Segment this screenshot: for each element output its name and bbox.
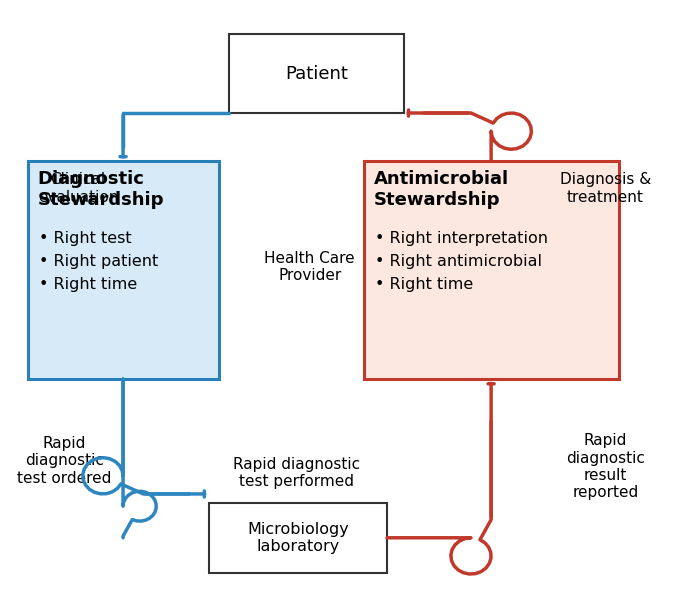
Text: Health Care
Provider: Health Care Provider (265, 251, 355, 283)
Text: Rapid
diagnostic
test ordered: Rapid diagnostic test ordered (18, 436, 112, 485)
Text: Antimicrobial
Stewardship: Antimicrobial Stewardship (373, 170, 509, 209)
Text: Clinical
evaluation: Clinical evaluation (38, 172, 118, 205)
FancyBboxPatch shape (364, 161, 619, 379)
Text: • Right interpretation
• Right antimicrobial
• Right time: • Right interpretation • Right antimicro… (375, 231, 548, 292)
FancyBboxPatch shape (209, 503, 387, 573)
FancyBboxPatch shape (28, 161, 219, 379)
Text: Patient: Patient (285, 65, 348, 83)
Text: Microbiology
laboratory: Microbiology laboratory (247, 522, 349, 554)
Text: Diagnosis &
treatment: Diagnosis & treatment (560, 172, 651, 205)
Text: • Right test
• Right patient
• Right time: • Right test • Right patient • Right tim… (39, 231, 158, 292)
Text: Rapid diagnostic
test performed: Rapid diagnostic test performed (233, 457, 360, 489)
Text: Rapid
diagnostic
result
reported: Rapid diagnostic result reported (566, 433, 645, 500)
Text: Diagnostic
Stewardship: Diagnostic Stewardship (38, 170, 165, 209)
FancyBboxPatch shape (229, 34, 404, 113)
